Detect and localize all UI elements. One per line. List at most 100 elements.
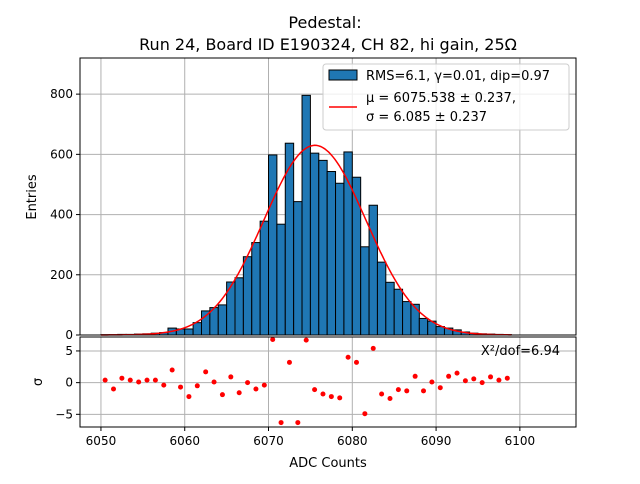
histogram-bar (193, 323, 201, 335)
histogram-bar (185, 329, 193, 335)
residual-y-tick-label: 5 (65, 344, 73, 358)
residual-point (496, 378, 501, 383)
chart-title: Pedestal: (288, 13, 361, 32)
histogram-bar (352, 177, 360, 335)
y-tick-label: 0 (65, 328, 73, 342)
residual-point (388, 396, 393, 401)
x-tick-label: 6060 (169, 434, 200, 448)
residual-point (270, 337, 275, 342)
residual-point (228, 374, 233, 379)
residual-point (362, 411, 367, 416)
x-tick-label: 6100 (505, 434, 536, 448)
histogram-bar (344, 152, 352, 335)
histogram-bar (369, 205, 377, 335)
histogram-bar (218, 305, 226, 335)
residual-point (178, 385, 183, 390)
residual-point (446, 374, 451, 379)
histogram-bar (235, 278, 243, 335)
residual-point (119, 376, 124, 381)
legend-fit-label-1: μ = 6075.538 ± 0.237, (366, 91, 516, 106)
histogram-bar (269, 155, 277, 335)
y-tick-label: 400 (50, 208, 73, 222)
residual-point (103, 378, 108, 383)
residual-point (145, 378, 150, 383)
histogram-bar (294, 202, 302, 335)
histogram-bar (201, 311, 209, 335)
x-tick-label: 6050 (86, 434, 117, 448)
y-tick-label: 200 (50, 268, 73, 282)
residual-point (379, 392, 384, 397)
histogram-bar (277, 224, 285, 335)
residual-point (203, 369, 208, 374)
residual-point (170, 367, 175, 372)
histogram-bar (310, 153, 318, 335)
residual-point (471, 376, 476, 381)
residual-point (413, 374, 418, 379)
histogram-bar (319, 160, 327, 335)
histogram-bar (403, 302, 411, 335)
residual-point (212, 380, 217, 385)
residual-point (320, 392, 325, 397)
residual-point (279, 420, 284, 425)
residual-point (354, 360, 359, 365)
legend-fit-label-2: σ = 6.085 ± 0.237 (366, 110, 487, 125)
histogram-bar (252, 243, 260, 335)
residual-point (404, 388, 409, 393)
chart-subtitle: Run 24, Board ID E190324, CH 82, hi gain… (139, 35, 517, 54)
histogram-bar (302, 95, 310, 335)
residual-point (421, 388, 426, 393)
x-tick-label: 6090 (421, 434, 452, 448)
residual-point (304, 338, 309, 343)
residual-points (103, 337, 510, 425)
residual-point (111, 386, 116, 391)
histogram-bar (243, 257, 251, 335)
residual-point (455, 371, 460, 376)
x-axis-label: ADC Counts (289, 456, 367, 471)
residual-point (128, 378, 133, 383)
residual-y-tick-label: −5 (55, 407, 73, 421)
histogram-bar (419, 318, 427, 335)
residual-point (346, 355, 351, 360)
residual-point (463, 378, 468, 383)
residual-point (287, 360, 292, 365)
residual-point (262, 383, 267, 388)
histogram-bar (411, 304, 419, 335)
legend-hist-swatch (329, 70, 357, 80)
histogram-bar (377, 262, 385, 335)
y-tick-label: 600 (50, 147, 73, 161)
histogram-bar (336, 183, 344, 335)
residual-point (438, 385, 443, 390)
histogram-bar (436, 327, 444, 335)
residual-point (136, 380, 141, 385)
residual-point (195, 383, 200, 388)
residual-point (161, 383, 166, 388)
residual-point (480, 380, 485, 385)
residual-point (371, 346, 376, 351)
residual-point (295, 420, 300, 425)
histogram-bar (361, 247, 369, 335)
x-tick-label: 6070 (253, 434, 284, 448)
legend: RMS=6.1, γ=0.01, dip=0.97 μ = 6075.538 ±… (323, 64, 569, 130)
residual-point (186, 394, 191, 399)
histogram-bar (327, 172, 335, 335)
residual-y-tick-label: 0 (65, 376, 73, 390)
histogram-bar (394, 289, 402, 335)
residual-y-axis-label: σ (31, 378, 46, 386)
residual-point (488, 374, 493, 379)
y-axis-label: Entries (25, 174, 40, 220)
histogram-bar (386, 282, 394, 335)
histogram-bars (101, 95, 512, 335)
residual-point (220, 392, 225, 397)
x-tick-label: 6080 (337, 434, 368, 448)
residual-point (337, 395, 342, 400)
legend-hist-label: RMS=6.1, γ=0.01, dip=0.97 (366, 69, 550, 84)
residual-point (245, 380, 250, 385)
histogram-bar (260, 221, 268, 335)
residual-point (329, 394, 334, 399)
residual-point (312, 387, 317, 392)
residual-point (153, 378, 158, 383)
residual-point (396, 387, 401, 392)
y-tick-label: 800 (50, 87, 73, 101)
residual-point (237, 390, 242, 395)
